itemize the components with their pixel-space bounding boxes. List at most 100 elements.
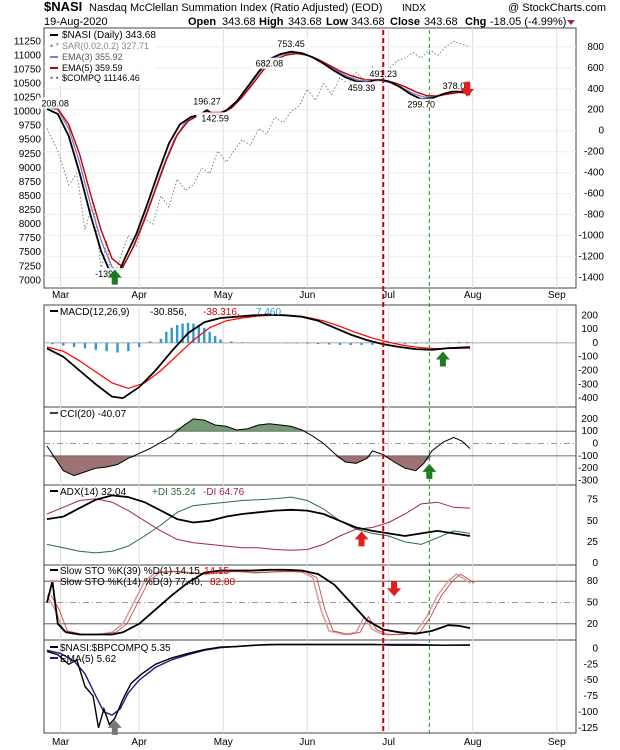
signal-arrow-down-icon xyxy=(387,581,402,597)
ratio-axis-tick: -125 xyxy=(578,723,598,734)
sto-legend: Slow STO %K(39) %D(1) 14.15, 14.15 Slow … xyxy=(50,566,235,588)
macd-hist-bar xyxy=(159,338,163,343)
legend-macd-hist: 7.460 xyxy=(256,307,281,318)
macd-hist-bar xyxy=(208,331,211,343)
signal-arrows xyxy=(107,81,475,735)
macd-hist-bar xyxy=(436,342,439,344)
macd-hist-bar xyxy=(105,342,108,352)
annotation-bg xyxy=(250,57,289,69)
ohlc-close-label: Close xyxy=(390,16,420,28)
macd-axis-tick: -200 xyxy=(578,365,598,376)
x-tick-label-bottom: Mar xyxy=(52,737,70,748)
legend-compq-marker: • • xyxy=(50,73,59,83)
macd-axis-tick: -300 xyxy=(578,379,598,390)
macd-hist-bar xyxy=(148,341,152,343)
legend-sto39-d: 14.15 xyxy=(204,566,229,577)
cci-axis-tick: 100 xyxy=(581,426,598,437)
left-axis-tick: 8000 xyxy=(19,219,42,230)
right-axis-tick: -200 xyxy=(584,147,604,158)
legend-macd-signal: -38.316, xyxy=(203,307,240,318)
ema3-line xyxy=(46,51,471,274)
gridlines xyxy=(44,28,576,733)
x-tick-label-bottom: Sep xyxy=(548,737,566,748)
macd-hist-bar xyxy=(327,342,331,345)
ratio-axis-tick: -25 xyxy=(584,659,599,670)
annotation-label: 299.70 xyxy=(407,100,435,110)
macd-hist-bar xyxy=(403,342,407,344)
right-axis-tick: -600 xyxy=(584,189,604,200)
watermark: @ StockCharts.com xyxy=(508,2,606,14)
signal-arrow-down-icon xyxy=(460,81,475,97)
macd-line xyxy=(46,313,471,400)
macd-hist-bar xyxy=(203,327,206,343)
right-axis-tick: 800 xyxy=(587,42,604,53)
macd-hist-bar xyxy=(83,342,87,349)
legend-ema3: EMA(3) 355.92 xyxy=(62,52,123,62)
macd-hist-bar xyxy=(192,323,195,343)
x-tick-label: Apr xyxy=(131,290,147,301)
annotation-bg xyxy=(272,37,310,49)
ohlc-close: 343.68 xyxy=(424,16,458,28)
annotation-label: 682.08 xyxy=(256,59,284,69)
legend-plus-di: +DI 35.24 xyxy=(152,487,196,498)
main-legend: $NASI (Daily) 343.68 • * SAR(0.02,0.2) 3… xyxy=(45,29,156,85)
main-panel xyxy=(43,27,577,289)
minus-di-line xyxy=(46,498,471,551)
sto39-line xyxy=(46,568,471,636)
annotation-bg xyxy=(437,79,476,91)
cci-legend: CCI(20) -40.07 xyxy=(50,409,127,420)
left-axis-tick: 10500 xyxy=(13,78,41,89)
macd-hist-bar xyxy=(360,342,363,345)
annotation-bg xyxy=(402,98,440,110)
left-axis-tick: 7500 xyxy=(19,247,42,258)
macd-hist-bar xyxy=(94,342,98,350)
macd-hist-bar xyxy=(262,342,266,344)
ohlc-chg: -18.05 (-4.99%) xyxy=(490,16,566,28)
macd-hist-bar xyxy=(170,327,173,343)
legend-sto39: Slow STO %K(39) %D(1) 14.15, xyxy=(60,566,203,577)
annotation-label: 142.59 xyxy=(201,113,229,123)
macd-panel xyxy=(43,304,577,408)
macd-hist-bar xyxy=(251,342,255,344)
x-tick-label: Sep xyxy=(548,290,566,301)
macd-signal-line xyxy=(46,314,471,390)
macd-hist-bar xyxy=(127,342,130,352)
macd-hist-bar xyxy=(316,342,320,344)
macd-hist-bar xyxy=(466,341,469,343)
legend-adx: ADX(14) 32.04 xyxy=(60,487,127,498)
macd-hist-bar xyxy=(457,341,461,343)
macd-hist-bar xyxy=(72,342,76,348)
adx-axis-tick: 50 xyxy=(587,516,599,527)
left-axis-tick: 9500 xyxy=(19,135,42,146)
ratio-legend: $NASI:$BPCOMPQ 5.35 EMA(5) 5.62 xyxy=(50,643,171,665)
signal-arrow-up-icon xyxy=(107,719,122,735)
ohlc-high: 343.68 xyxy=(288,16,322,28)
ratio-axis-tick: -100 xyxy=(578,707,598,718)
macd-hist-bar xyxy=(295,342,298,344)
legend-ratio: $NASI:$BPCOMPQ 5.35 xyxy=(60,643,171,654)
x-tick-label-bottom: Jul xyxy=(382,737,395,748)
adx-axis-tick: 75 xyxy=(587,495,599,506)
x-tick-label: Aug xyxy=(464,290,482,301)
chart-exchange: INDX xyxy=(402,3,426,14)
right-axis-tick: -1200 xyxy=(578,252,604,263)
ohlc-low-label: Low xyxy=(326,16,348,28)
cci-axis-tick: -200 xyxy=(578,463,598,474)
macd-hist-bar xyxy=(51,342,54,345)
left-axis-tick: 11000 xyxy=(14,50,42,61)
macd-legend: MACD(12,26,9) -30.856, -38.316, 7.460 xyxy=(50,307,281,318)
sto-axis-tick: 20 xyxy=(587,619,599,630)
legend-bg xyxy=(45,29,155,85)
annotation-bg xyxy=(342,81,381,93)
left-axis-tick: 9000 xyxy=(19,163,42,174)
macd-hist-bar xyxy=(414,342,417,344)
macd-axis-tick: 100 xyxy=(581,324,598,335)
right-axis-tick: 600 xyxy=(587,63,604,74)
legend-minus-di: -DI 64.76 xyxy=(203,487,245,498)
macd-hist-bar xyxy=(241,342,244,343)
annotation-bg xyxy=(90,268,123,280)
macd-hist-bar xyxy=(137,342,141,348)
left-axis-tick: 10250 xyxy=(13,93,41,104)
left-axis-tick: 8750 xyxy=(19,177,42,188)
ohlc-open: 343.68 xyxy=(222,16,256,28)
